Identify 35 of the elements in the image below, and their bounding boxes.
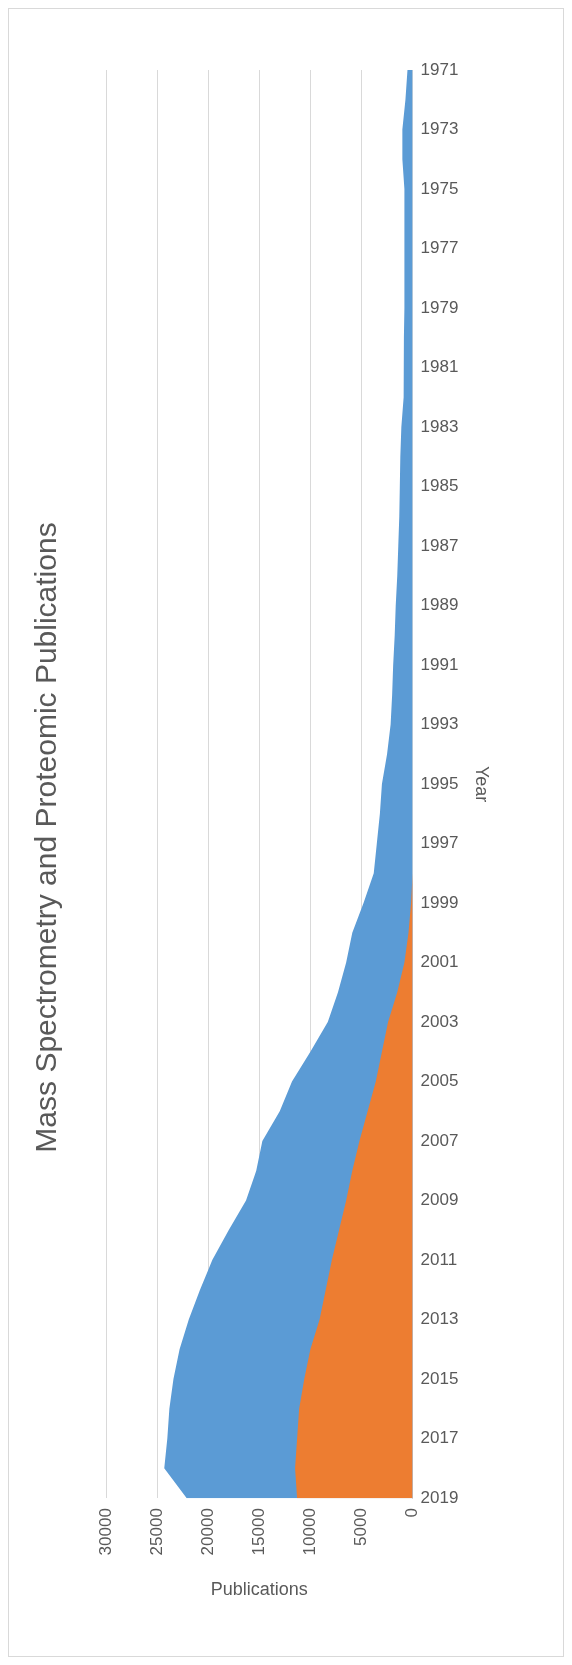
- y-tick-label: 2005: [420, 1071, 459, 1091]
- y-tick-label: 1999: [420, 892, 459, 912]
- y-tick-label: 2013: [420, 1309, 459, 1329]
- y-tick-label: 1975: [420, 178, 459, 198]
- y-tick-label: 1987: [420, 535, 459, 555]
- x-axis-title: Publications: [210, 1579, 308, 1600]
- y-tick-label: 2001: [420, 952, 459, 972]
- y-tick-label: 2007: [420, 1130, 459, 1150]
- y-tick-label: 1971: [420, 59, 459, 79]
- x-tick-label: 20000: [197, 1508, 217, 1556]
- text: Mass Spectrometry and Proteomic Publications: [29, 522, 63, 1153]
- x-tick-label: 10000: [300, 1508, 320, 1556]
- y-tick-label: 1991: [420, 654, 459, 674]
- y-tick-label: 2019: [420, 1487, 459, 1507]
- x-tick-label: 0: [402, 1508, 422, 1518]
- y-tick-label: 2017: [420, 1428, 459, 1448]
- x-tick-label: 30000: [95, 1508, 115, 1556]
- y-tick-label: 2009: [420, 1190, 459, 1210]
- x-tick-label: 5000: [351, 1508, 371, 1546]
- y-tick-label: 2011: [420, 1249, 458, 1269]
- y-tick-label: 1993: [420, 714, 459, 734]
- y-tick-label: 1979: [420, 297, 459, 317]
- y-tick-label: 1995: [420, 773, 459, 793]
- x-tick-label: 25000: [146, 1508, 166, 1556]
- y-tick-label: 1997: [420, 833, 459, 853]
- y-tick-label: 2015: [420, 1368, 459, 1388]
- y-tick-label: 1977: [420, 238, 459, 258]
- y-tick-label: 2003: [420, 1011, 459, 1031]
- x-tick-label: 15000: [248, 1508, 268, 1556]
- y-tick-label: 1983: [420, 416, 459, 436]
- y-tick-label: 1985: [420, 476, 459, 496]
- y-tick-label: 1981: [420, 357, 459, 377]
- y-axis-title: Year: [472, 765, 493, 803]
- y-tick-label: 1989: [420, 595, 459, 615]
- y-tick-label: 1973: [420, 119, 459, 139]
